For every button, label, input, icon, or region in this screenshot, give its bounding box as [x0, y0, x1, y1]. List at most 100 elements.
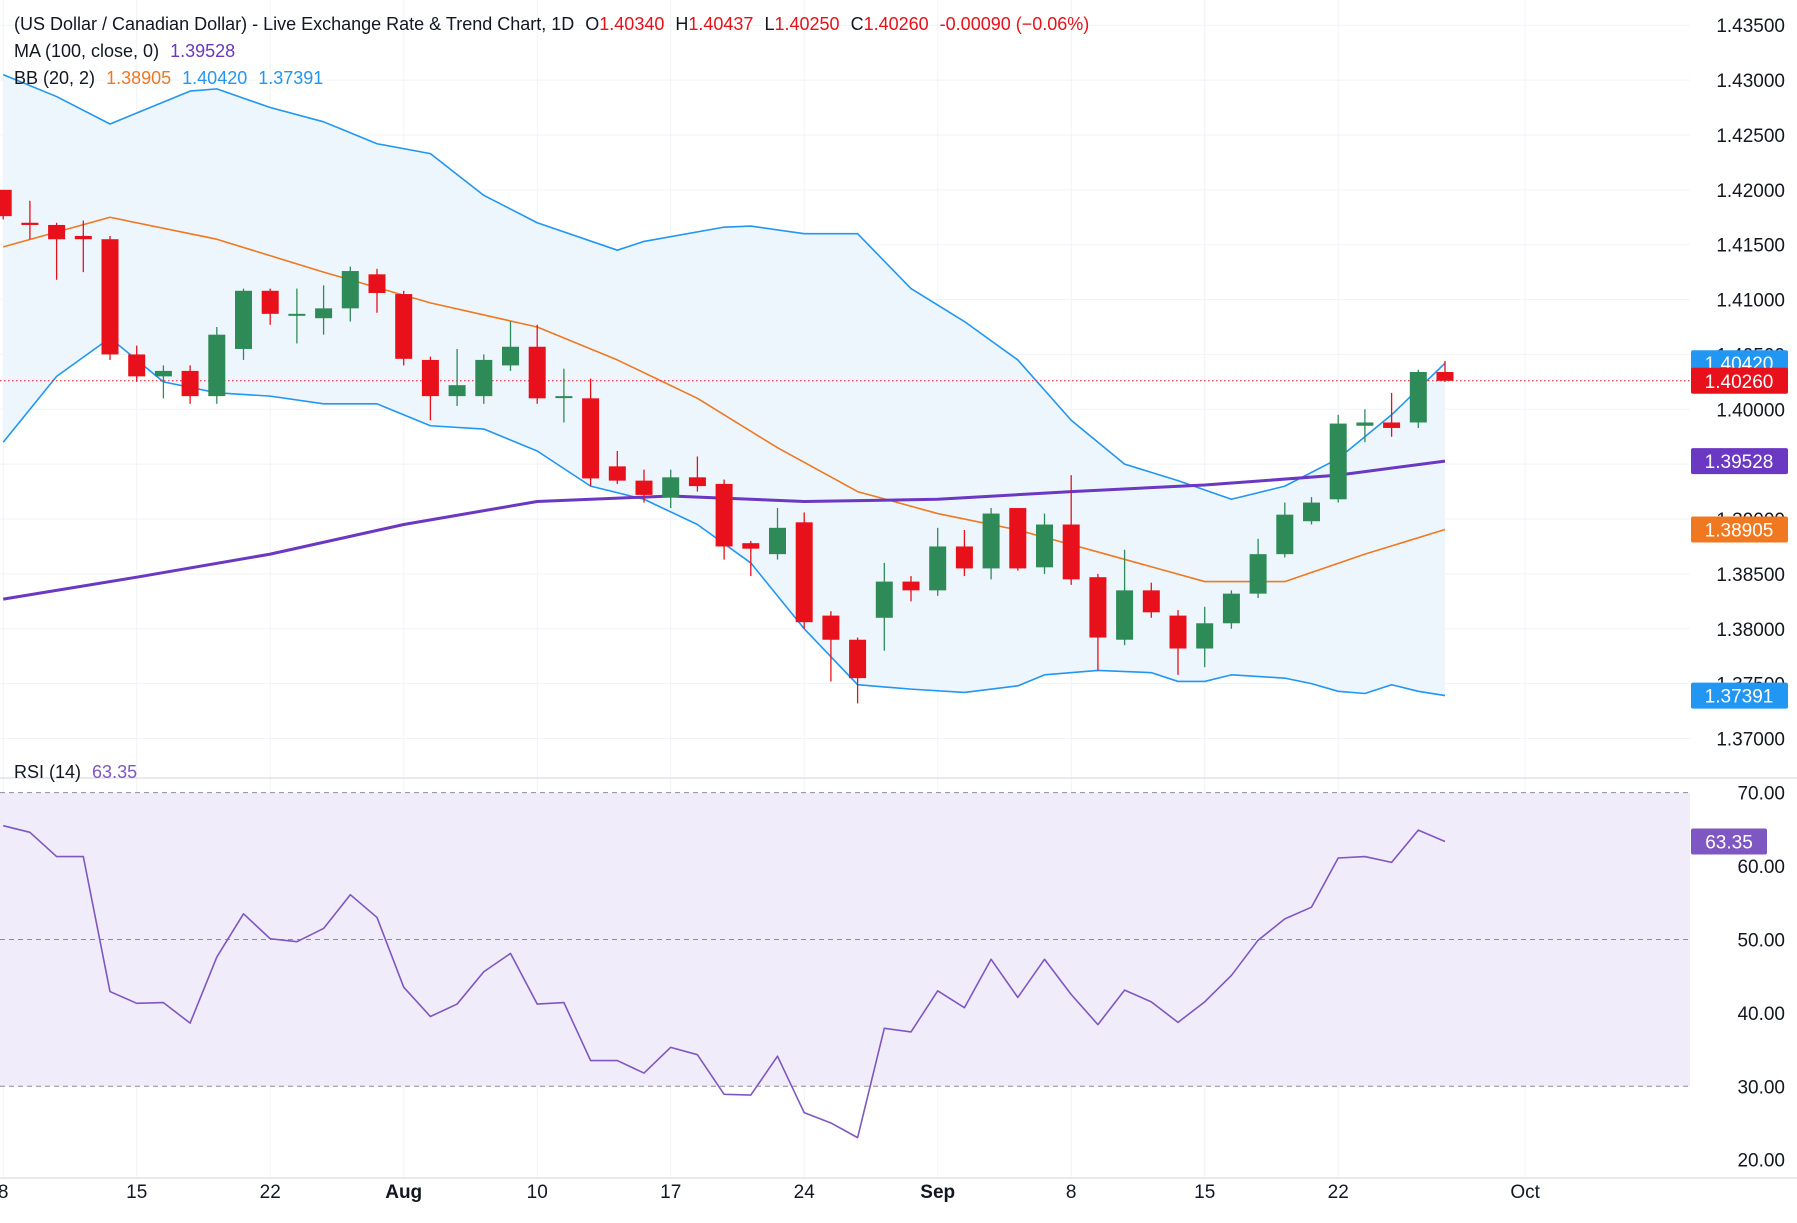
- candle: [769, 508, 786, 560]
- rsi-tag: [1691, 828, 1767, 855]
- price-axis-label: 1.38000: [1716, 620, 1785, 641]
- candle-body: [1383, 422, 1401, 428]
- ma-value: 1.39528: [170, 41, 236, 61]
- rsi-axis-label: 30.00: [1737, 1077, 1785, 1098]
- candle-body: [875, 581, 893, 618]
- candle-body: [1329, 423, 1347, 500]
- candle: [421, 356, 439, 421]
- candle-body: [1436, 371, 1454, 381]
- candle-body: [1249, 554, 1267, 594]
- candle: [875, 562, 893, 651]
- bb-basis-value: 1.38905: [106, 68, 172, 88]
- price-tag-label: 1.39528: [1705, 452, 1774, 473]
- candle-body: [288, 313, 306, 316]
- bb-label: BB (20, 2): [14, 68, 96, 88]
- candle-body: [1009, 508, 1027, 569]
- candle-body: [902, 581, 920, 591]
- rsi-axis-label: 60.00: [1737, 857, 1785, 878]
- candle: [635, 469, 653, 503]
- candle-body: [74, 235, 92, 240]
- time-axis-label: 24: [794, 1182, 816, 1203]
- candle-body: [582, 398, 600, 479]
- open-value: 1.40340: [599, 14, 665, 34]
- candle: [0, 189, 12, 220]
- time-axis-label: Sep: [920, 1182, 955, 1203]
- candle: [181, 365, 199, 404]
- candle-body: [742, 543, 760, 549]
- price-axis-label: 1.41500: [1716, 236, 1785, 257]
- candle-body: [21, 222, 39, 225]
- bb-upper-line: [2, 73, 1446, 501]
- candle-body: [769, 527, 786, 555]
- time-axis-label: 10: [527, 1182, 548, 1203]
- time-axis-label: Oct: [1510, 1182, 1540, 1203]
- candle-body: [795, 522, 813, 623]
- candle-body: [421, 359, 439, 397]
- change-value: -0.00090 (−0.06%): [939, 14, 1090, 34]
- candle: [608, 450, 626, 484]
- candle: [48, 222, 66, 280]
- candle-body: [235, 290, 252, 349]
- candle: [475, 354, 493, 404]
- candle-body: [662, 477, 680, 498]
- candle-body: [1303, 502, 1320, 522]
- candle-body: [982, 513, 1000, 569]
- candle: [1062, 475, 1080, 585]
- price-tag-label: 1.40260: [1705, 372, 1774, 393]
- time-axis-label: 22: [1328, 1182, 1349, 1203]
- time-axis-label: 17: [660, 1182, 681, 1203]
- candle: [1356, 409, 1374, 443]
- candle-body: [1276, 514, 1294, 555]
- rsi-value: 63.35: [92, 762, 138, 782]
- rsi-tag-label: 63.35: [1705, 832, 1753, 853]
- time-axis-label: Aug: [385, 1182, 422, 1203]
- candle: [502, 321, 519, 371]
- candle: [929, 527, 947, 596]
- candle-body: [448, 385, 466, 397]
- candle-body: [475, 359, 493, 397]
- candle-body: [1036, 524, 1053, 568]
- legend-bb: BB (20, 2) 1.38905 1.40420 1.37391: [14, 68, 329, 89]
- candle: [1222, 590, 1240, 629]
- high-value: 1.40437: [688, 14, 754, 34]
- open-label: O: [585, 14, 600, 34]
- candle: [1409, 369, 1427, 428]
- price-axis-label: 1.40000: [1716, 400, 1785, 421]
- candles: [0, 189, 1454, 704]
- candle: [315, 285, 333, 335]
- candle: [235, 288, 252, 360]
- time-axis-label: 8: [1066, 1182, 1077, 1203]
- candle: [74, 220, 92, 273]
- legend-ma: MA (100, close, 0) 1.39528: [14, 41, 241, 62]
- candle: [1196, 606, 1214, 668]
- candle-body: [555, 396, 573, 399]
- candle: [341, 266, 359, 322]
- bb-fill-area: [3, 74, 1446, 696]
- candle: [128, 345, 146, 382]
- price-axis-label: 1.38500: [1716, 565, 1785, 586]
- rsi-axis-label: 20.00: [1737, 1151, 1785, 1172]
- candle: [1329, 414, 1347, 503]
- candle-body: [315, 308, 333, 319]
- candle-body: [128, 354, 146, 377]
- price-axis-label: 1.43000: [1716, 71, 1785, 92]
- price-axis-label: 1.41000: [1716, 291, 1785, 312]
- rsi-axis-label: 70.00: [1737, 784, 1785, 805]
- candle-body: [1089, 577, 1107, 638]
- low-value: 1.40250: [774, 14, 840, 34]
- candle-body: [341, 271, 359, 309]
- candle-body: [1222, 593, 1240, 624]
- price-axis-label: 1.37000: [1716, 729, 1785, 750]
- candle-body: [1196, 623, 1214, 649]
- candle-body: [822, 615, 840, 640]
- candle-body: [1169, 615, 1187, 649]
- candle: [1249, 538, 1267, 599]
- bb-basis-line: [2, 216, 1446, 583]
- candle-body: [608, 466, 626, 481]
- ma-label: MA (100, close, 0): [14, 41, 160, 61]
- bollinger-band-fill: [3, 74, 1446, 696]
- time-axis-label: 15: [126, 1182, 147, 1203]
- rsi-band: [0, 792, 1690, 1087]
- candle-body: [528, 346, 546, 399]
